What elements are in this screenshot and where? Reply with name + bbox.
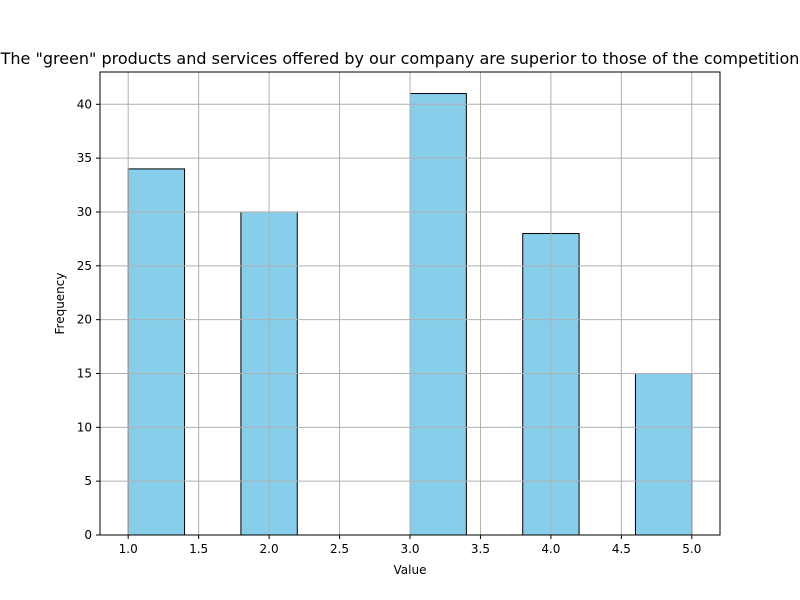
- x-tick-label: 3.0: [400, 542, 419, 556]
- x-tick-label: 3.5: [471, 542, 490, 556]
- bar-3: [409, 93, 467, 536]
- x-tick-label: 1.0: [119, 542, 138, 556]
- y-tick-label: 20: [77, 313, 92, 327]
- bar-5: [634, 372, 693, 536]
- bar-1: [127, 168, 186, 536]
- x-tick-label: 5.0: [682, 542, 701, 556]
- x-tick-label: 1.5: [189, 542, 208, 556]
- y-tick-label: 10: [77, 420, 92, 434]
- x-tick-label: 4.0: [541, 542, 560, 556]
- grid: [100, 72, 720, 536]
- x-axis-label: Value: [394, 563, 427, 577]
- y-axis-label: Frequency: [53, 273, 67, 335]
- x-tick-label: 2.5: [330, 542, 349, 556]
- y-tick-label: 40: [77, 97, 92, 111]
- y-tick-label: 25: [77, 259, 92, 273]
- y-tick-label: 15: [77, 366, 92, 380]
- y-tick-label: 35: [77, 151, 92, 165]
- y-axis-ticks: 0 5 10 15 20 25 30 35 40: [77, 97, 100, 542]
- chart-title: The "green" products and services offere…: [0, 49, 799, 68]
- x-tick-label: 4.5: [612, 542, 631, 556]
- y-tick-label: 30: [77, 205, 92, 219]
- x-tick-label: 2.0: [260, 542, 279, 556]
- x-axis-ticks: 1.0 1.5 2.0 2.5 3.0 3.5 4.0 4.5 5.0: [119, 535, 701, 556]
- y-tick-label: 0: [84, 528, 92, 542]
- y-tick-label: 5: [84, 474, 92, 488]
